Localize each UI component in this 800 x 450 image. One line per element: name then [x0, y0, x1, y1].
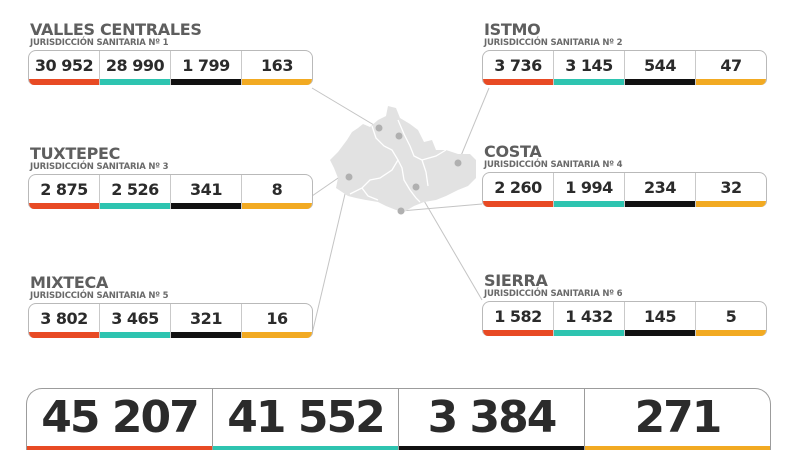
confirmed-count: 3 802 — [29, 304, 99, 338]
state-shape — [330, 106, 476, 212]
total-active: 3 384 — [398, 389, 584, 450]
region-subtitle: JURISDICCIÓN SANITARIA Nº 3 — [30, 162, 169, 172]
region-title: ISTMO — [484, 20, 541, 39]
recovered-count: 3 465 — [99, 304, 170, 338]
stat-card: 30 952 28 990 1 799 163 — [28, 50, 313, 85]
stat-card: 2 260 1 994 234 32 — [482, 172, 767, 207]
deaths-count: 47 — [695, 51, 766, 85]
marker-mixteca — [345, 173, 353, 181]
recovered-count: 2 526 — [99, 175, 170, 209]
stat-card: 2 875 2 526 341 8 — [28, 174, 313, 209]
region-subtitle: JURISDICCIÓN SANITARIA Nº 5 — [30, 291, 169, 301]
region-title: VALLES CENTRALES — [30, 20, 202, 39]
deaths-count: 16 — [241, 304, 312, 338]
region-costa: COSTA JURISDICCIÓN SANITARIA Nº 4 2 260 … — [482, 144, 767, 207]
total-recovered: 41 552 — [212, 389, 398, 450]
deaths-count: 8 — [241, 175, 312, 209]
confirmed-count: 2 875 — [29, 175, 99, 209]
active-count: 1 799 — [170, 51, 241, 85]
region-subtitle: JURISDICCIÓN SANITARIA Nº 1 — [30, 38, 169, 48]
recovered-count: 3 145 — [553, 51, 624, 85]
totals-card: 45 207 41 552 3 384 271 — [26, 388, 771, 450]
marker-costa — [397, 207, 405, 215]
recovered-count: 28 990 — [99, 51, 170, 85]
marker-istmo — [454, 159, 462, 167]
stat-card: 3 736 3 145 544 47 — [482, 50, 767, 85]
recovered-count: 1 994 — [553, 173, 624, 207]
marker-sierra — [412, 183, 420, 191]
region-tuxtepec: TUXTEPEC JURISDICCIÓN SANITARIA Nº 3 2 8… — [28, 146, 313, 209]
region-markers — [345, 124, 462, 215]
confirmed-count: 3 736 — [483, 51, 553, 85]
deaths-count: 32 — [695, 173, 766, 207]
region-mixteca: MIXTECA JURISDICCIÓN SANITARIA Nº 5 3 80… — [28, 275, 313, 338]
region-sierra: SIERRA JURISDICCIÓN SANITARIA Nº 6 1 582… — [482, 273, 767, 336]
jurisdiction-borders — [349, 119, 447, 203]
region-subtitle: JURISDICCIÓN SANITARIA Nº 2 — [484, 38, 623, 48]
active-count: 321 — [170, 304, 241, 338]
stat-card: 3 802 3 465 321 16 — [28, 303, 313, 338]
active-count: 341 — [170, 175, 241, 209]
total-deaths: 271 — [584, 389, 770, 450]
region-subtitle: JURISDICCIÓN SANITARIA Nº 4 — [484, 160, 623, 170]
confirmed-count: 30 952 — [29, 51, 99, 85]
region-istmo: ISTMO JURISDICCIÓN SANITARIA Nº 2 3 736 … — [482, 22, 767, 85]
recovered-count: 1 432 — [553, 302, 624, 336]
active-count: 234 — [624, 173, 695, 207]
region-title: TUXTEPEC — [30, 144, 121, 163]
region-valles-centrales: VALLES CENTRALES JURISDICCIÓN SANITARIA … — [28, 22, 313, 85]
deaths-count: 5 — [695, 302, 766, 336]
deaths-count: 163 — [241, 51, 312, 85]
region-title: SIERRA — [484, 271, 548, 290]
total-confirmed: 45 207 — [27, 389, 212, 450]
marker-valles-centrales — [375, 124, 383, 132]
region-title: COSTA — [484, 142, 542, 161]
confirmed-count: 1 582 — [483, 302, 553, 336]
stat-card: 1 582 1 432 145 5 — [482, 301, 767, 336]
active-count: 544 — [624, 51, 695, 85]
marker-tuxtepec — [395, 132, 403, 140]
region-subtitle: JURISDICCIÓN SANITARIA Nº 6 — [484, 289, 623, 299]
region-title: MIXTECA — [30, 273, 109, 292]
active-count: 145 — [624, 302, 695, 336]
confirmed-count: 2 260 — [483, 173, 553, 207]
